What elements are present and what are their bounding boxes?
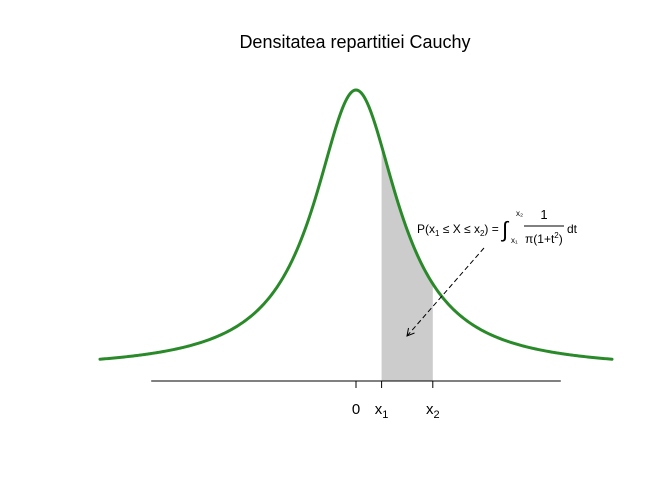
probability-expression: P(x1 ≤ X ≤ x2) = [417,222,499,238]
shaded-probability-area [381,145,433,381]
integral-lower-limit: x₁ [511,236,518,245]
fraction-numerator: 1 [540,207,547,222]
probability-annotation: P(x1 ≤ X ≤ x2) = ∫ x₂ x₁ 1 π(1+t2) dt [417,207,578,246]
arrow-head [406,327,415,337]
annotation-arrow [406,247,485,337]
x-tick-label: 0 [352,401,360,418]
fraction-denominator: π(1+t2) [525,231,563,246]
x-tick-label: x2 [426,401,440,421]
x-axis-ticks: 0 x1 x2 [352,381,440,421]
integral-sign: ∫ [500,217,510,242]
x-tick-label: x1 [375,401,389,421]
differential-dt: dt [567,222,578,236]
integral-upper-limit: x₂ [516,209,523,218]
arrow-shaft [406,247,485,337]
chart-title: Densitatea repartitiei Cauchy [239,32,470,52]
density-curve [98,88,614,361]
